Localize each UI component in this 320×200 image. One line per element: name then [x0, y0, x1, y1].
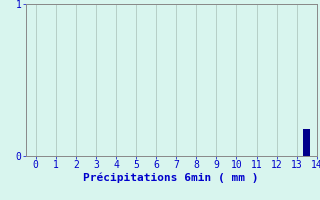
Bar [303, 129, 310, 156]
X-axis label: Précipitations 6min ( mm ): Précipitations 6min ( mm ) [84, 173, 259, 183]
